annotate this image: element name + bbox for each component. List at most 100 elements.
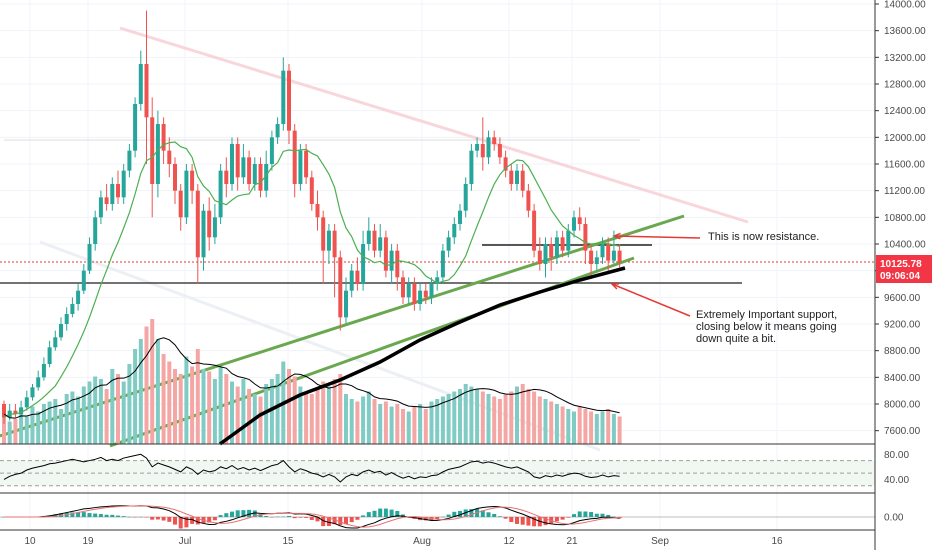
volume-bar <box>395 404 400 444</box>
macd-histogram-bar <box>543 517 548 526</box>
candle-body <box>167 150 172 164</box>
candle-body <box>173 164 177 191</box>
price-tick-label: 13200.00 <box>884 53 926 64</box>
candle-body <box>543 244 548 264</box>
candle-body <box>583 224 588 251</box>
macd-histogram-bar <box>269 517 274 518</box>
candle-body <box>520 170 525 191</box>
price-tick-label: 7600.00 <box>884 426 921 437</box>
macd-histogram-bar <box>127 516 132 518</box>
macd-histogram-bar <box>121 516 126 517</box>
macd-histogram-bar <box>395 511 400 517</box>
candle-body <box>127 150 132 171</box>
price-tick-label: 11600.00 <box>884 160 925 171</box>
macd-histogram-bar <box>252 510 257 517</box>
price-tick-label: 12400.00 <box>884 106 926 117</box>
volume-bar <box>480 391 485 444</box>
volume-bar <box>36 411 41 444</box>
volume-bar <box>429 401 434 444</box>
volume-bar <box>594 414 599 444</box>
volume-bar <box>577 406 582 444</box>
candle-body <box>309 177 314 204</box>
candle-body <box>515 170 519 184</box>
volume-bar <box>321 381 326 444</box>
candle-body <box>617 250 622 263</box>
candle-body <box>497 144 502 158</box>
macd-histogram-bar <box>247 509 252 517</box>
candle-body <box>532 210 537 251</box>
macd-histogram-bar <box>258 514 263 517</box>
volume-bar <box>589 411 594 444</box>
macd-histogram-bar <box>486 512 491 517</box>
price-tick-label: 14000.00 <box>884 0 926 11</box>
macd-histogram-bar <box>349 517 354 523</box>
candle-body <box>560 237 565 251</box>
candle-body <box>475 144 480 151</box>
macd-histogram-bar <box>116 515 120 517</box>
volume-bar <box>583 409 588 444</box>
macd-histogram-bar <box>492 513 497 517</box>
macd-histogram-bar <box>235 510 240 517</box>
volume-bar <box>2 414 6 444</box>
macd-histogram-bar <box>110 514 115 517</box>
volume-bar <box>224 374 229 444</box>
candle-body <box>332 230 337 258</box>
time-tick-label: 21 <box>566 536 578 547</box>
volume-bar <box>515 386 519 444</box>
candle-body <box>383 237 388 271</box>
candle-body <box>178 190 183 218</box>
macd-histogram-bar <box>389 509 394 517</box>
candle-body <box>304 150 309 178</box>
price-tick-label: 9200.00 <box>884 320 921 331</box>
macd-histogram-bar <box>440 516 445 518</box>
volume-bar <box>418 404 423 444</box>
volume-bar <box>269 379 274 444</box>
macd-histogram-bar <box>332 517 337 525</box>
candle-body <box>549 244 554 258</box>
candle-body <box>264 164 269 191</box>
candle-body <box>190 170 195 191</box>
candle-body <box>572 217 576 231</box>
support-arrow <box>611 283 691 317</box>
volume-bar <box>332 379 337 444</box>
candle-body <box>338 257 343 318</box>
rsi-tick-label: 40.00 <box>884 475 909 486</box>
volume-bar <box>560 406 565 444</box>
macd-histogram-bar <box>372 510 377 517</box>
macd-histogram-bar <box>304 517 309 518</box>
macd-histogram-bar <box>87 513 92 517</box>
macd-histogram-bar <box>190 517 195 524</box>
time-tick-label: 16 <box>771 536 783 547</box>
volume-ma-line <box>3 337 620 419</box>
volume-bar <box>195 349 200 444</box>
candle-body <box>201 210 206 258</box>
annotation-support-line-1: Extremely Important support, <box>696 309 837 321</box>
candle-body <box>401 277 405 298</box>
candle-body <box>315 204 320 218</box>
pink-downtrend-line <box>119 26 749 224</box>
volume-bar <box>292 376 297 444</box>
macd-histogram-bar <box>554 517 559 522</box>
candle-body <box>554 237 559 258</box>
candle-body <box>389 250 394 271</box>
volume-bar <box>383 401 388 444</box>
macd-histogram-bar <box>76 512 81 517</box>
volume-bar <box>344 394 348 444</box>
volume-bar <box>104 389 109 444</box>
macd-histogram-bar <box>606 514 611 517</box>
volume-bar <box>600 411 605 444</box>
macd-tick-label: 0.00 <box>884 513 904 524</box>
candle-body <box>24 397 29 408</box>
moving-average-line <box>3 141 620 418</box>
ma200-line <box>218 266 626 446</box>
candle-body <box>121 170 126 198</box>
macd-histogram-bar <box>458 510 462 517</box>
candle-body <box>503 157 508 171</box>
candle-body <box>218 170 223 218</box>
macd-histogram-bar <box>184 517 189 528</box>
macd-histogram-bar <box>526 517 531 526</box>
macd-histogram-bar <box>53 514 58 517</box>
candle-body <box>577 217 582 224</box>
candle-body <box>326 230 331 251</box>
